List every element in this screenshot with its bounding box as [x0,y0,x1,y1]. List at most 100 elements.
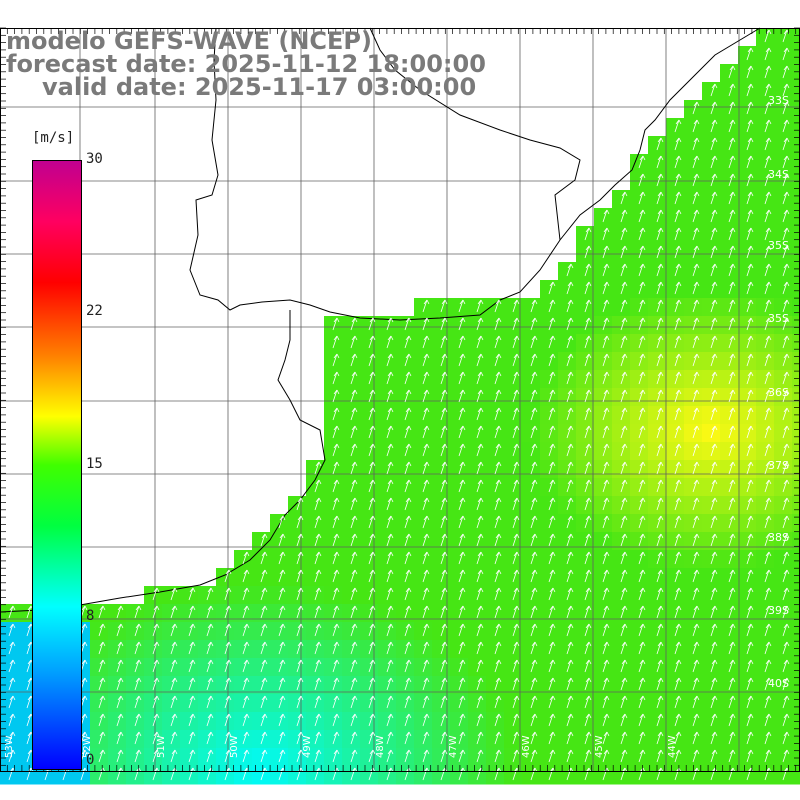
wind-cell [792,424,800,443]
wind-cell [648,244,667,263]
wind-arrow [782,209,790,223]
wind-cell [558,298,577,317]
wind-cell [288,694,307,713]
wind-arrow [548,605,556,619]
wind-arrow [602,515,610,529]
wind-arrow [152,731,160,745]
wind-arrow [368,659,376,673]
wind-arrow [746,641,754,655]
wind-cell [414,424,433,443]
wind-arrow [656,497,664,511]
wind-arrow [440,299,448,313]
wind-arrow [440,389,448,403]
wind-arrow [638,353,646,367]
wind-cell [594,226,613,245]
wind-cell [360,406,379,425]
wind-arrow [386,731,394,745]
colorbar-unit: [m/s] [32,130,75,146]
wind-arrow [782,281,790,295]
wind-cell [738,460,757,479]
wind-arrow [746,443,754,457]
wind-cell [486,586,505,605]
wind-arrow [710,209,718,223]
wind-arrow [386,749,394,763]
wind-cell [630,352,649,371]
wind-arrow [764,119,772,133]
wind-cell [486,460,505,479]
wind-arrow [476,461,484,475]
wind-cell [432,370,451,389]
wind-arrow [494,713,502,727]
wind-cell [234,766,253,785]
wind-cell [576,226,595,245]
wind-arrow [476,749,484,763]
wind-arrow [332,551,340,565]
wind-arrow [296,551,304,565]
wind-cell [774,622,793,641]
wind-arrow [440,677,448,691]
wind-cell [90,694,109,713]
wind-cell [594,496,613,515]
wind-cell [342,424,361,443]
wind-arrow [566,641,574,655]
wind-cell [396,388,415,407]
wind-cell [720,640,739,659]
wind-arrow [404,641,412,655]
wind-cell [108,766,127,785]
wind-arrow [404,587,412,601]
title-model: modelo GEFS-WAVE (NCEP) [6,27,372,55]
wind-arrow [782,659,790,673]
wind-arrow [584,587,592,601]
wind-cell [702,532,721,551]
wind-cell [684,244,703,263]
wind-arrow [548,533,556,547]
wind-arrow [116,641,124,655]
wind-cell [630,514,649,533]
wind-cell [450,496,469,515]
wind-arrow [422,569,430,583]
wind-cell [324,352,343,371]
wind-arrow [746,569,754,583]
wind-arrow [224,623,232,637]
wind-cell [378,442,397,461]
wind-cell [684,694,703,713]
wind-cell [648,514,667,533]
wind-cell [684,406,703,425]
wind-cell [378,496,397,515]
wind-arrow [458,569,466,583]
wind-arrow [710,227,718,241]
wind-cell [576,244,595,263]
wind-arrow [656,533,664,547]
wind-cell [666,532,685,551]
wind-arrow [314,677,322,691]
wind-cell [432,586,451,605]
wind-cell [270,730,289,749]
wind-arrow [746,299,754,313]
wind-cell [738,298,757,317]
wind-arrow [458,425,466,439]
wind-arrow [674,245,682,259]
wind-arrow [764,425,772,439]
wind-cell [540,298,559,317]
wind-arrow [278,677,286,691]
wind-cell [288,496,307,515]
wind-cell [486,424,505,443]
wind-cell [630,388,649,407]
wind-cell [486,406,505,425]
wind-arrow [764,479,772,493]
wind-arrow [368,695,376,709]
wind-cell [738,640,757,659]
wind-arrow [764,695,772,709]
wind-cell [270,586,289,605]
wind-arrow [728,317,736,331]
wind-arrow [8,623,16,637]
wind-cell [450,712,469,731]
wind-cell [162,640,181,659]
wind-arrow [638,155,646,169]
wind-cell [558,658,577,677]
wind-cell [540,352,559,371]
wind-arrow [620,569,628,583]
wind-cell [594,460,613,479]
wind-arrow [476,353,484,367]
wind-arrow [656,605,664,619]
